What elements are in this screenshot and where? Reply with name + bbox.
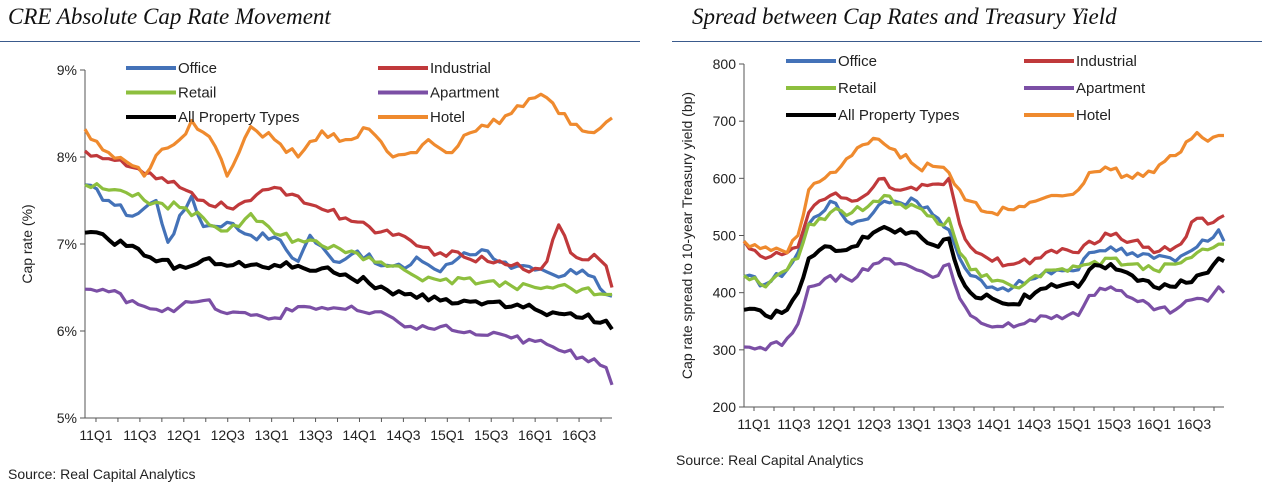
x-tick-label: 12Q3 xyxy=(211,427,245,443)
series-line-retail xyxy=(84,182,612,297)
x-tick-label: 15Q3 xyxy=(1097,416,1131,432)
x-tick-label: 13Q3 xyxy=(298,427,332,443)
y-tick-label: 600 xyxy=(713,170,737,186)
x-tick-label: 14Q3 xyxy=(386,427,420,443)
y-tick-label: 300 xyxy=(713,342,737,358)
y-tick-label: 9% xyxy=(57,62,77,78)
legend-label-industrial: Industrial xyxy=(1076,53,1137,70)
y-tick-label: 400 xyxy=(713,285,737,301)
x-tick-label: 11Q1 xyxy=(79,427,112,443)
y-tick-label: 500 xyxy=(713,228,737,244)
x-tick-label: 15Q3 xyxy=(474,427,508,443)
x-tick-label: 11Q3 xyxy=(123,427,156,443)
legend-label-industrial: Industrial xyxy=(430,60,491,77)
spread-chart: 200 300 400 500 600 700 800 11Q1 11Q3 12Q1 12Q3 13Q… xyxy=(679,53,1226,432)
right-chart-title: Spread between Cap Rates and Treasury Yi… xyxy=(692,4,1117,29)
right-source-note: Source: Real Capital Analytics xyxy=(676,452,864,468)
y-tick-label: 800 xyxy=(713,56,737,72)
x-tick-label: 16Q3 xyxy=(562,427,596,443)
left-title-rule xyxy=(0,41,640,42)
legend-label-apartment: Apartment xyxy=(430,85,500,102)
y-tick-label: 5% xyxy=(57,410,77,426)
series-line-industrial xyxy=(742,176,1225,268)
series-line-apartment xyxy=(743,256,1226,352)
legend-label-hotel: Hotel xyxy=(430,109,465,126)
cap-rate-chart: 5% 6% 7% 8% 9% 11Q1 11Q3 12Q1 12Q3 13Q1 13Q3 14Q1 14… xyxy=(19,60,614,443)
series-line-apartment xyxy=(84,287,614,386)
series-line-all xyxy=(743,224,1225,320)
x-tick-label: 13Q3 xyxy=(937,416,971,432)
x-tick-label: 11Q1 xyxy=(737,416,770,432)
x-tick-label: 14Q1 xyxy=(977,416,1011,432)
legend-label-hotel: Hotel xyxy=(1076,107,1111,124)
legend-label-all: All Property Types xyxy=(178,109,299,126)
x-tick-label: 15Q1 xyxy=(430,427,464,443)
x-tick-label: 12Q1 xyxy=(817,416,851,432)
x-tick-label: 11Q3 xyxy=(777,416,810,432)
right-title-rule xyxy=(672,41,1262,42)
legend-label-apartment: Apartment xyxy=(1076,80,1146,97)
y-tick-label: 8% xyxy=(57,149,77,165)
legend-label-all: All Property Types xyxy=(838,107,959,124)
legend-label-retail: Retail xyxy=(178,85,216,102)
x-tick-label: 12Q3 xyxy=(857,416,891,432)
y-axis-label: Cap rate spread to 10-year Treasury yiel… xyxy=(679,92,695,379)
y-axis-label: Cap rate (%) xyxy=(19,204,35,283)
x-tick-label: 16Q1 xyxy=(1137,416,1171,432)
legend-label-retail: Retail xyxy=(838,80,876,97)
y-tick-label: 700 xyxy=(713,113,737,129)
left-source-note: Source: Real Capital Analytics xyxy=(8,466,196,482)
series-line-industrial xyxy=(83,149,614,288)
left-chart-title: CRE Absolute Cap Rate Movement xyxy=(8,4,331,29)
y-tick-label: 7% xyxy=(57,236,77,252)
legend-label-office: Office xyxy=(178,60,217,77)
series-line-hotel xyxy=(83,92,613,178)
x-tick-label: 15Q1 xyxy=(1057,416,1091,432)
series-line-office xyxy=(743,196,1226,293)
series-line-all xyxy=(84,230,614,331)
x-tick-label: 14Q3 xyxy=(1017,416,1051,432)
x-tick-label: 16Q3 xyxy=(1177,416,1211,432)
y-tick-label: 200 xyxy=(713,399,737,415)
series-line-hotel xyxy=(742,131,1224,255)
legend-label-office: Office xyxy=(838,53,877,70)
series-line-office xyxy=(84,183,613,298)
x-tick-label: 12Q1 xyxy=(167,427,201,443)
series-line-retail xyxy=(743,193,1224,290)
x-tick-label: 14Q1 xyxy=(342,427,376,443)
y-tick-label: 6% xyxy=(57,323,77,339)
x-tick-label: 13Q1 xyxy=(255,427,289,443)
x-tick-label: 16Q1 xyxy=(518,427,552,443)
x-tick-label: 13Q1 xyxy=(897,416,931,432)
